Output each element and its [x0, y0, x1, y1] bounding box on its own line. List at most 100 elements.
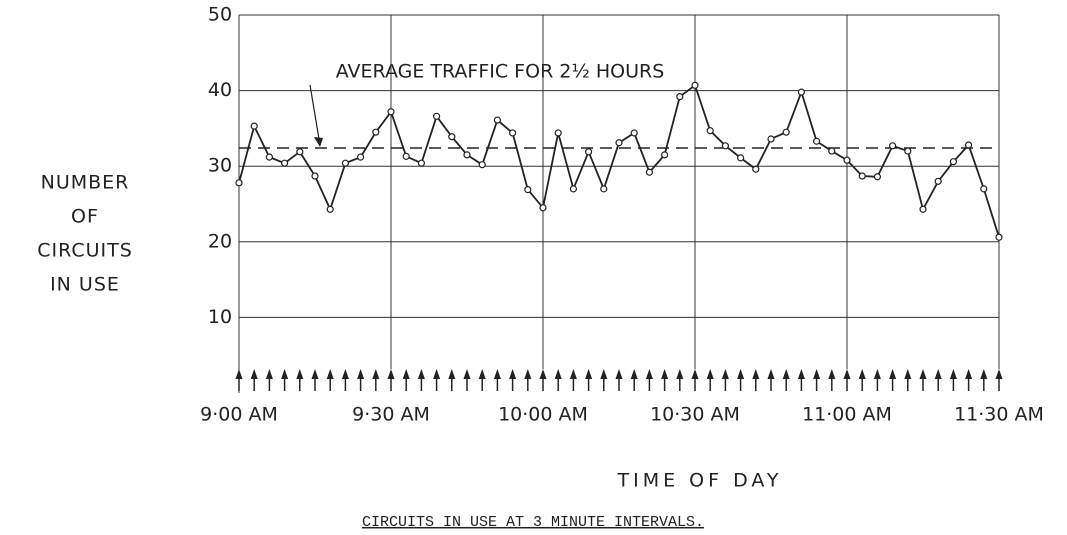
- sample-arrowhead: [873, 369, 881, 379]
- y-axis-label: IN USE: [50, 274, 120, 296]
- data-point: [478, 161, 486, 169]
- sample-arrowhead: [767, 369, 775, 379]
- y-tick-label: 10: [208, 306, 232, 328]
- y-axis-label: OF: [71, 206, 99, 228]
- data-point: [736, 154, 745, 162]
- sample-arrowhead: [265, 369, 273, 379]
- data-point: [296, 148, 304, 156]
- data-point: [934, 177, 942, 185]
- data-point: [630, 129, 638, 137]
- data-point: [448, 133, 456, 141]
- y-axis-label: CIRCUITS: [37, 240, 133, 262]
- x-tick-label: 11·00 AM: [802, 404, 892, 426]
- annotation: AVERAGE TRAFFIC FOR 2½ HOURS: [336, 61, 665, 83]
- data-point: [676, 93, 684, 101]
- y-axis-label: NUMBER: [41, 172, 130, 194]
- sample-arrowhead: [691, 369, 699, 379]
- sample-arrowhead: [281, 369, 289, 379]
- data-point: [493, 116, 501, 124]
- sample-arrowhead: [402, 369, 410, 379]
- data-point: [341, 159, 349, 167]
- sample-arrowhead: [661, 369, 669, 379]
- sample-arrowhead: [995, 369, 1003, 379]
- data-point: [797, 88, 806, 96]
- x-tick-label: 9·30 AM: [352, 404, 430, 426]
- sample-arrowhead: [539, 369, 547, 379]
- annotation-arrow: [309, 84, 321, 146]
- data-point: [281, 159, 289, 167]
- sample-arrowhead: [433, 369, 441, 379]
- data-point: [265, 153, 273, 161]
- data-point: [919, 205, 927, 213]
- data-point: [782, 128, 790, 136]
- data-point: [706, 127, 714, 135]
- data-point: [433, 112, 441, 120]
- sample-arrowhead: [509, 369, 517, 379]
- data-point: [812, 137, 821, 145]
- sample-arrowhead: [737, 369, 745, 379]
- sample-arrowhead: [797, 369, 805, 379]
- data-point: [402, 152, 410, 160]
- sample-arrowhead: [782, 369, 790, 379]
- sample-arrowhead: [813, 369, 821, 379]
- sample-arrowhead: [296, 369, 304, 379]
- sample-arrowhead: [387, 369, 395, 379]
- data-point: [554, 129, 562, 137]
- sample-arrowhead: [235, 369, 243, 379]
- annotation-arrowhead: [314, 137, 323, 147]
- data-point: [949, 158, 958, 166]
- data-point: [508, 129, 517, 137]
- sample-arrowhead: [858, 369, 866, 379]
- data-point: [995, 233, 1003, 241]
- sample-arrowhead: [843, 369, 851, 379]
- sample-arrowhead: [250, 369, 258, 379]
- sample-arrowhead: [919, 369, 927, 379]
- data-point: [858, 172, 866, 180]
- data-point: [569, 185, 578, 193]
- x-tick-label: 10·00 AM: [498, 404, 588, 426]
- sample-arrowhead: [752, 369, 760, 379]
- data-point: [888, 142, 897, 150]
- sample-arrowhead: [524, 369, 532, 379]
- sample-arrowhead: [889, 369, 897, 379]
- x-tick-label: 10·30 AM: [650, 404, 740, 426]
- sample-arrowhead: [463, 369, 471, 379]
- data-point: [417, 159, 425, 167]
- sample-arrowhead: [615, 369, 623, 379]
- sample-arrowhead: [600, 369, 608, 379]
- sample-arrowhead: [341, 369, 349, 379]
- sample-arrowhead: [326, 369, 334, 379]
- sample-arrowhead: [676, 369, 684, 379]
- sample-arrowhead: [980, 369, 988, 379]
- sample-arrowhead: [949, 369, 957, 379]
- data-point: [691, 81, 699, 89]
- data-point: [311, 172, 319, 180]
- x-tick-label: 11·30 AM: [954, 404, 1044, 426]
- sample-arrowhead: [554, 369, 562, 379]
- data-point: [721, 142, 730, 150]
- sample-arrowhead: [965, 369, 973, 379]
- sample-arrowhead: [706, 369, 714, 379]
- sample-arrowhead: [828, 369, 836, 379]
- data-point: [767, 135, 775, 143]
- data-point: [660, 151, 669, 159]
- data-point: [372, 128, 380, 136]
- sample-arrowhead: [372, 369, 380, 379]
- data-point: [600, 185, 608, 193]
- sample-arrowhead: [417, 369, 425, 379]
- sample-arrowhead: [357, 369, 365, 379]
- sample-arrowhead: [569, 369, 577, 379]
- data-point: [873, 173, 882, 181]
- x-tick-label: 9·00 AM: [200, 404, 278, 426]
- data-point: [250, 122, 258, 130]
- data-point: [828, 147, 836, 155]
- data-point: [980, 185, 988, 193]
- data-point: [904, 147, 912, 155]
- sample-arrowhead: [493, 369, 501, 379]
- y-tick-label: 20: [208, 230, 232, 252]
- x-axis-label: TIME OF DAY: [617, 470, 783, 492]
- sample-arrowhead: [630, 369, 638, 379]
- sample-arrowhead: [585, 369, 593, 379]
- y-tick-label: 40: [208, 79, 232, 101]
